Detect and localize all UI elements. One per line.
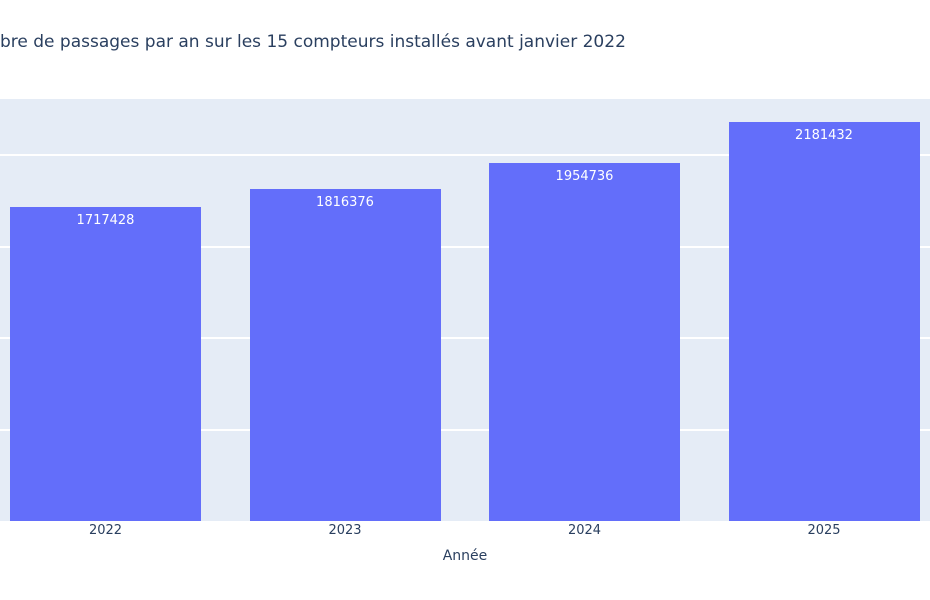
x-axis: 2022 2023 2024 2025 (0, 522, 930, 538)
bar-2024[interactable]: 1954736 (489, 163, 680, 521)
x-tick-label: 2024 (567, 523, 602, 538)
bar-2022[interactable]: 1717428 (10, 207, 201, 521)
bar-value-label: 2181432 (795, 128, 853, 143)
bar-value-label: 1717428 (76, 213, 135, 228)
bar-2025[interactable]: 2181432 (728, 122, 920, 521)
bar-2023[interactable]: 1816376 (249, 189, 441, 521)
y-gridline (0, 428, 930, 431)
y-gridline (0, 337, 930, 339)
y-gridline (0, 245, 930, 248)
x-tick-label: 2023 (328, 523, 362, 538)
chart-title: bre de passages par an sur les 15 compte… (0, 32, 626, 52)
x-tick-label: 2025 (807, 523, 841, 538)
y-gridline (0, 154, 930, 156)
x-tick-label: 2022 (88, 523, 123, 538)
x-axis-title: Année (442, 548, 488, 564)
plot-area: 1717428 1816376 1954736 2181432 (0, 99, 930, 521)
bar-value-label: 1816376 (316, 195, 374, 210)
bar-value-label: 1954736 (555, 169, 614, 184)
